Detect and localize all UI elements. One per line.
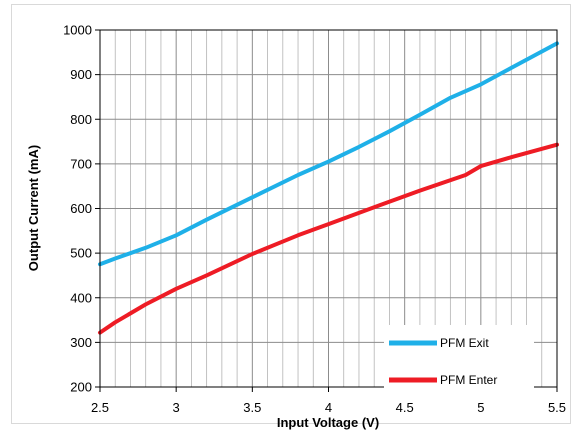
- y-tick-label: 800: [70, 112, 92, 127]
- plot-area-border: [99, 29, 558, 388]
- x-axis-title: Input Voltage (V): [277, 415, 379, 430]
- y-tick-label: 900: [70, 67, 92, 82]
- series-line-pfm-enter: [98, 142, 559, 335]
- series-lines: [98, 41, 559, 335]
- tick-labels: 200 300 400 500 600 700 800 900 1000 2.5 3 3.5 4 4.5 5…: [63, 23, 566, 416]
- x-tick-label: 5.5: [548, 400, 566, 415]
- x-tick-label: 2.5: [91, 400, 109, 415]
- y-tick-label: 400: [70, 290, 92, 305]
- x-tick-label: 3: [173, 400, 180, 415]
- x-tick-label: 4: [325, 400, 332, 415]
- legend-label-pfm-exit: PFM Exit: [440, 336, 489, 350]
- y-tick-label: 500: [70, 246, 92, 261]
- y-tick-label: 1000: [63, 23, 92, 38]
- series-line-pfm-exit: [98, 41, 559, 267]
- y-axis-title: Output Current (mA): [26, 145, 41, 271]
- x-tick-label: 5: [477, 400, 484, 415]
- y-tick-label: 300: [70, 335, 92, 350]
- legend: PFM Exit PFM Enter: [384, 325, 534, 395]
- x-tick-label: 4.5: [396, 400, 414, 415]
- y-tick-label: 200: [70, 380, 92, 395]
- y-tick-label: 700: [70, 156, 92, 171]
- y-tick-label: 600: [70, 201, 92, 216]
- legend-label-pfm-enter: PFM Enter: [440, 373, 497, 387]
- legend-box: [384, 325, 534, 395]
- x-tick-label: 3.5: [243, 400, 261, 415]
